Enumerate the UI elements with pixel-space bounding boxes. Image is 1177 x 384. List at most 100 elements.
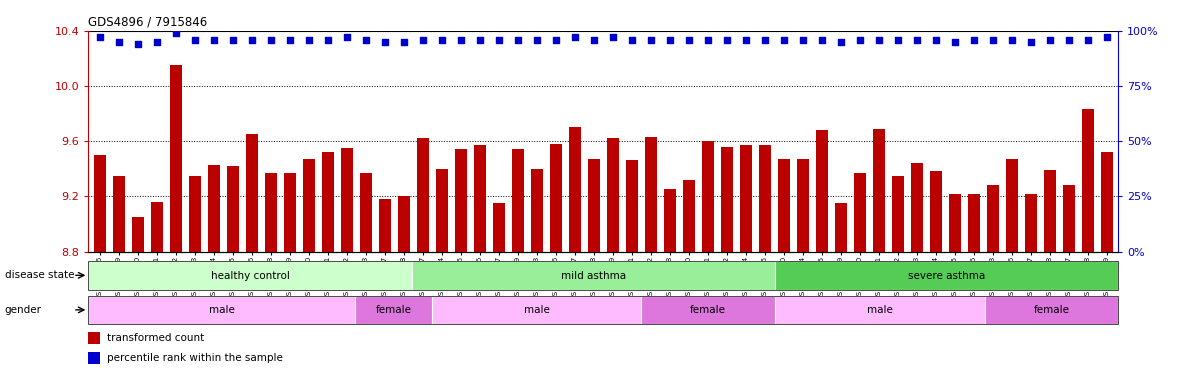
- Point: [737, 36, 756, 43]
- Bar: [834, 203, 847, 252]
- Bar: [169, 65, 182, 252]
- Bar: [1044, 170, 1056, 252]
- Bar: [359, 173, 372, 252]
- Text: male: male: [866, 305, 892, 315]
- Point: [166, 30, 185, 36]
- Text: female: female: [690, 305, 726, 315]
- Point: [889, 36, 907, 43]
- Text: male: male: [208, 305, 234, 315]
- Bar: [207, 165, 220, 252]
- Bar: [512, 149, 524, 252]
- Bar: [473, 145, 486, 252]
- Point: [413, 36, 432, 43]
- Bar: [949, 194, 960, 252]
- Point: [490, 36, 508, 43]
- Point: [224, 36, 242, 43]
- Bar: [88, 261, 412, 290]
- Point: [451, 36, 470, 43]
- Point: [623, 36, 641, 43]
- Bar: [417, 138, 428, 252]
- Bar: [454, 149, 467, 252]
- Point: [375, 39, 394, 45]
- Text: transformed count: transformed count: [107, 333, 205, 343]
- Point: [926, 36, 945, 43]
- Bar: [246, 134, 258, 252]
- Point: [508, 36, 527, 43]
- Point: [1003, 36, 1022, 43]
- Text: mild asthma: mild asthma: [561, 270, 626, 281]
- Bar: [1063, 185, 1075, 252]
- Point: [546, 36, 565, 43]
- Bar: [720, 147, 733, 252]
- Bar: [985, 296, 1118, 324]
- Point: [394, 39, 413, 45]
- Bar: [606, 138, 619, 252]
- Point: [1040, 36, 1059, 43]
- Point: [1078, 36, 1097, 43]
- Point: [299, 36, 318, 43]
- Bar: [340, 148, 353, 252]
- Text: male: male: [524, 305, 550, 315]
- Bar: [1024, 194, 1037, 252]
- Bar: [531, 169, 543, 252]
- Bar: [758, 145, 771, 252]
- Point: [109, 39, 128, 45]
- Bar: [151, 202, 162, 252]
- Bar: [739, 145, 752, 252]
- Bar: [355, 296, 432, 324]
- Point: [471, 36, 490, 43]
- Bar: [641, 296, 774, 324]
- Bar: [664, 189, 676, 252]
- Bar: [226, 166, 239, 252]
- Bar: [1005, 159, 1018, 252]
- Point: [147, 39, 166, 45]
- Point: [565, 34, 584, 40]
- Bar: [930, 172, 942, 252]
- Bar: [967, 194, 980, 252]
- Point: [983, 36, 1002, 43]
- Point: [907, 36, 926, 43]
- Text: percentile rank within the sample: percentile rank within the sample: [107, 353, 282, 363]
- Point: [318, 36, 337, 43]
- Bar: [701, 141, 714, 252]
- Bar: [132, 217, 144, 252]
- Bar: [284, 173, 295, 252]
- Point: [717, 36, 736, 43]
- Bar: [113, 175, 125, 252]
- Bar: [774, 296, 985, 324]
- Bar: [587, 159, 600, 252]
- Bar: [321, 152, 334, 252]
- Point: [1059, 36, 1078, 43]
- Point: [261, 36, 280, 43]
- Text: female: female: [1033, 305, 1070, 315]
- Text: GDS4896 / 7915846: GDS4896 / 7915846: [88, 15, 207, 28]
- Bar: [1100, 152, 1113, 252]
- Point: [831, 39, 850, 45]
- Text: healthy control: healthy control: [211, 270, 290, 281]
- Bar: [774, 261, 1118, 290]
- Point: [679, 36, 698, 43]
- Point: [185, 36, 204, 43]
- Bar: [188, 175, 201, 252]
- Point: [128, 41, 147, 47]
- Point: [280, 36, 299, 43]
- Point: [660, 36, 679, 43]
- Bar: [853, 173, 866, 252]
- Point: [812, 36, 831, 43]
- Text: disease state: disease state: [5, 270, 74, 280]
- Point: [850, 36, 869, 43]
- Point: [91, 34, 109, 40]
- Point: [1022, 39, 1040, 45]
- Point: [793, 36, 812, 43]
- Point: [774, 36, 793, 43]
- Point: [1097, 34, 1116, 40]
- Bar: [872, 129, 885, 252]
- Bar: [398, 196, 410, 252]
- Bar: [379, 199, 391, 252]
- Bar: [93, 155, 106, 252]
- Text: female: female: [375, 305, 412, 315]
- Point: [205, 36, 224, 43]
- Bar: [797, 159, 809, 252]
- Text: gender: gender: [5, 305, 41, 315]
- Point: [870, 36, 889, 43]
